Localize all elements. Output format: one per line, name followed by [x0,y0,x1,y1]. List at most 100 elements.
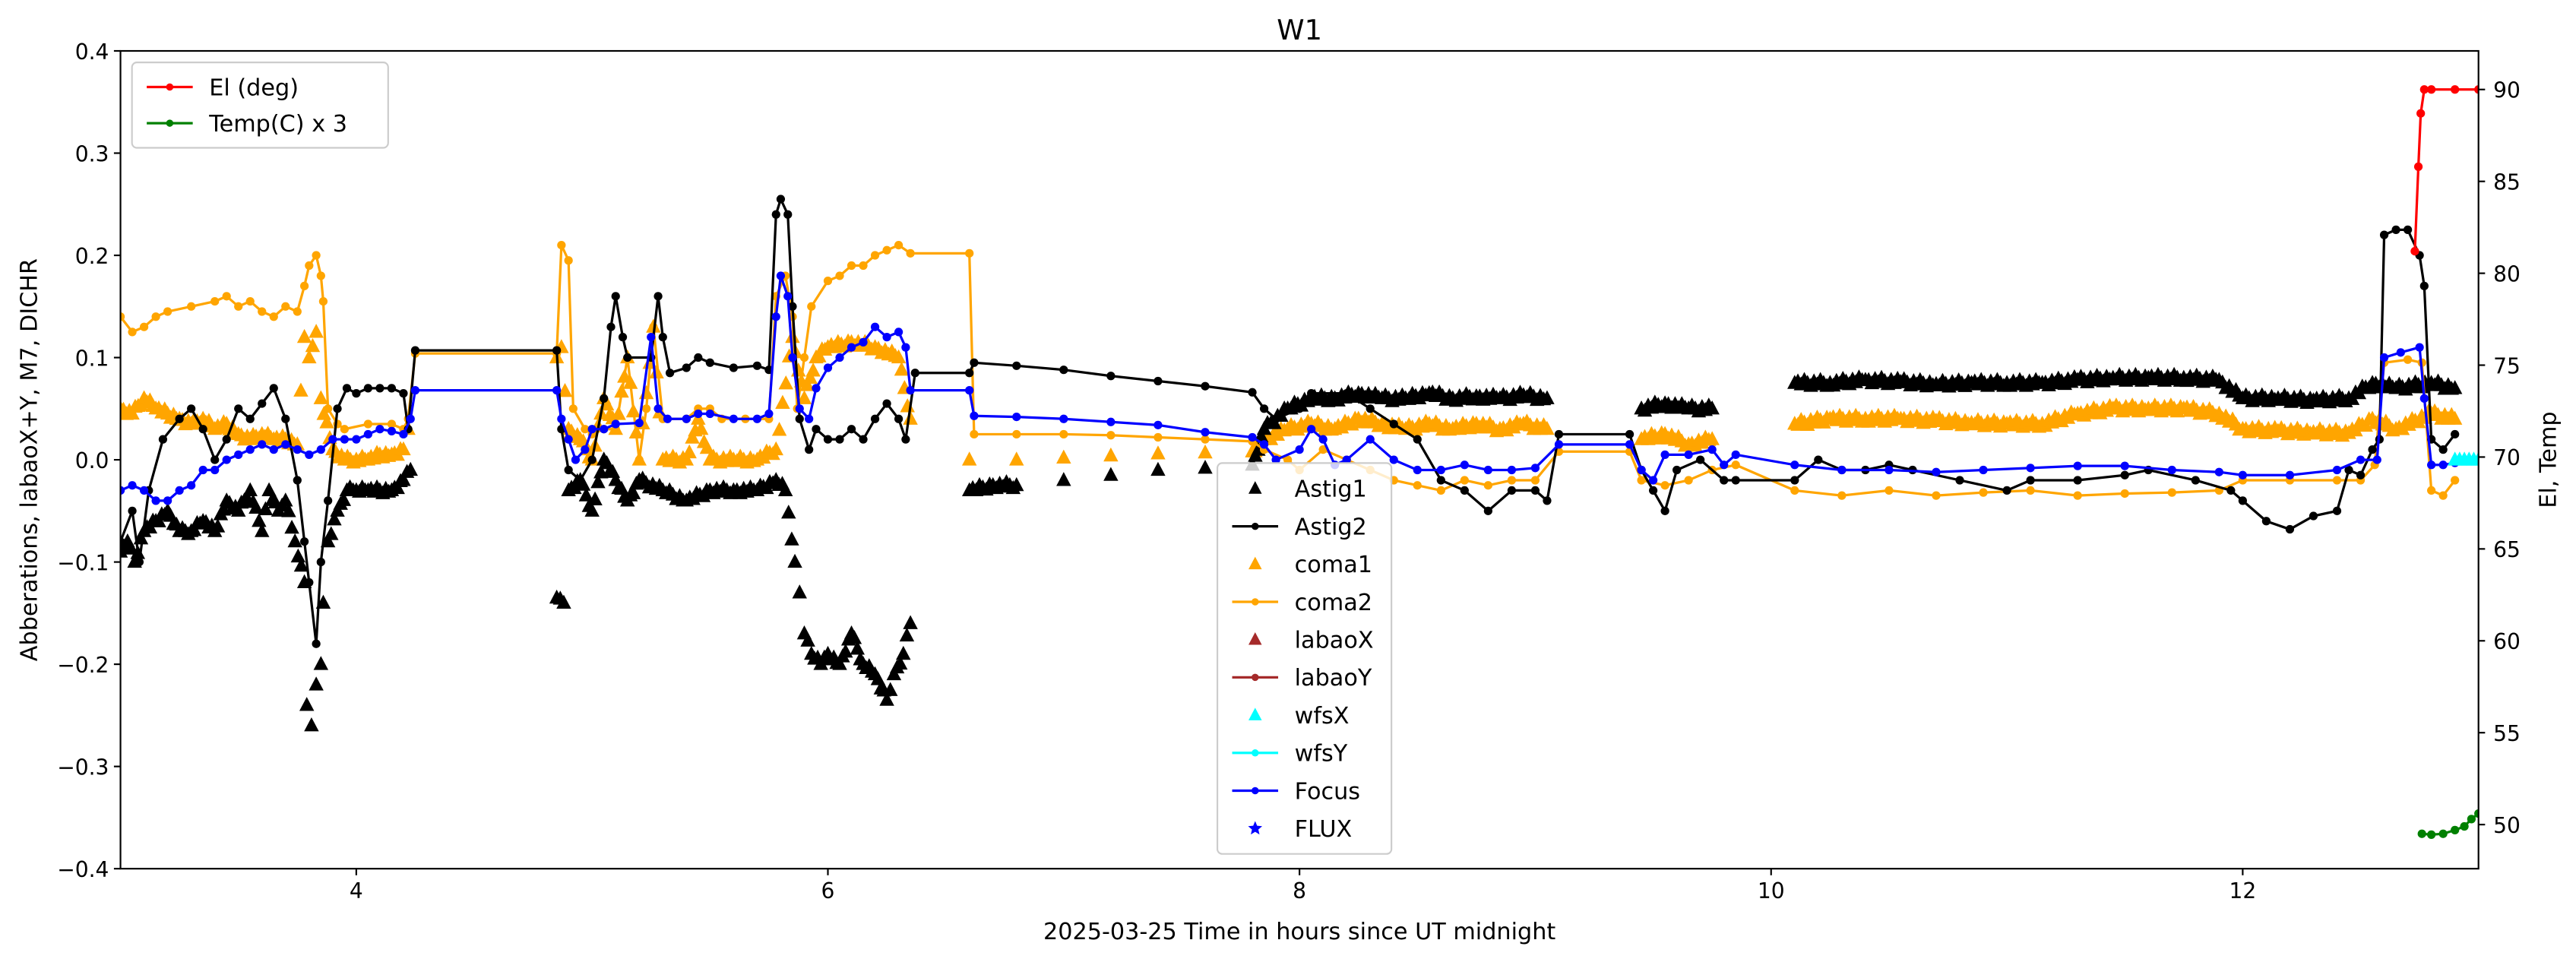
data-point [1342,455,1351,464]
data-point [679,451,695,466]
legend-left-axis: Astig1 Astig2 coma1 coma2 labaoX labaoY wfsX wf… [1216,462,1393,855]
data-point [1460,486,1469,495]
legend-label: wfsX [1295,703,1350,730]
data-point [847,630,862,644]
data-point [1318,435,1328,444]
legend-dot-icon [1252,598,1259,606]
y2-tick-label: 50 [2493,813,2521,838]
data-point [1885,465,1894,475]
data-point [965,248,974,258]
data-point [163,496,172,505]
legend-label: labaoY [1295,665,1372,692]
legend-item: El (deg) [147,74,299,101]
data-point [1150,445,1166,460]
data-point [1201,428,1210,437]
data-point [2120,461,2129,470]
data-point [795,404,804,413]
data-point [406,414,415,423]
data-point [128,328,137,337]
data-point [387,426,397,436]
data-point [693,420,709,435]
data-point [387,419,397,429]
legend-dot-icon [1252,673,1259,682]
x-tick-label: 12 [2229,878,2257,904]
data-point [1389,419,1398,429]
legend-item: wfsX [1248,703,1350,730]
data-point [302,349,317,364]
data-point [255,523,270,537]
data-point [775,394,790,410]
data-point [2167,465,2176,475]
data-point [158,435,168,444]
data-point [685,429,700,444]
legend-item: Focus [1232,778,1360,805]
data-point [552,346,562,355]
data-point [1259,440,1269,449]
data-point [1154,420,1163,429]
data-point [1056,449,1071,464]
legend-triangle-icon [1248,556,1262,570]
data-point [234,302,243,311]
data-point [1554,429,1564,439]
data-point [316,445,325,454]
data-point [1413,435,1422,444]
data-point [823,435,833,444]
data-point [305,261,314,271]
data-point [641,404,651,413]
data-point [835,435,844,444]
data-point [576,476,585,485]
data-point [1413,481,1422,490]
data-point [587,491,603,506]
data-point [771,422,787,436]
data-point [795,414,804,423]
data-point [1483,506,1492,515]
data-point [2470,451,2479,466]
data-point [906,385,915,395]
data-point [870,322,880,331]
data-point [838,644,853,658]
data-point [1507,486,1517,495]
data-point [584,502,600,517]
legend-dot-icon [166,83,174,91]
data-point [799,377,815,391]
legend-box [1216,462,1393,855]
data-point [390,480,405,495]
data-point [324,404,333,413]
data-point [600,394,609,403]
data-point [635,419,644,428]
data-point [847,425,856,434]
data-point [410,346,420,355]
data-point [1707,445,1717,454]
data-point [894,328,903,337]
data-point [901,343,910,352]
data-point [1248,388,1257,397]
data-point [258,307,267,316]
data-point [1154,432,1163,442]
data-point [611,419,620,429]
data-point [835,271,844,280]
legend-triangle-icon [1248,631,1262,645]
data-point [788,302,797,311]
data-point [313,656,329,670]
data-point [1307,389,1316,398]
data-point [1932,491,1941,500]
data-point [2415,343,2424,352]
data-point [896,645,911,660]
data-point [120,312,125,321]
data-point [903,410,918,425]
data-point [210,465,220,475]
data-point [1106,372,1116,381]
data-point [175,486,184,495]
data-point [340,425,349,434]
data-point [139,322,149,331]
data-point [587,425,597,434]
data-point [812,384,821,393]
legend-label: wfsY [1295,741,1348,768]
data-point [653,404,663,413]
data-point [281,503,296,517]
data-point [2026,476,2035,485]
data-point [792,584,807,599]
data-point [1530,464,1540,473]
legend-label: Astig2 [1295,514,1367,540]
data-point [258,399,267,408]
